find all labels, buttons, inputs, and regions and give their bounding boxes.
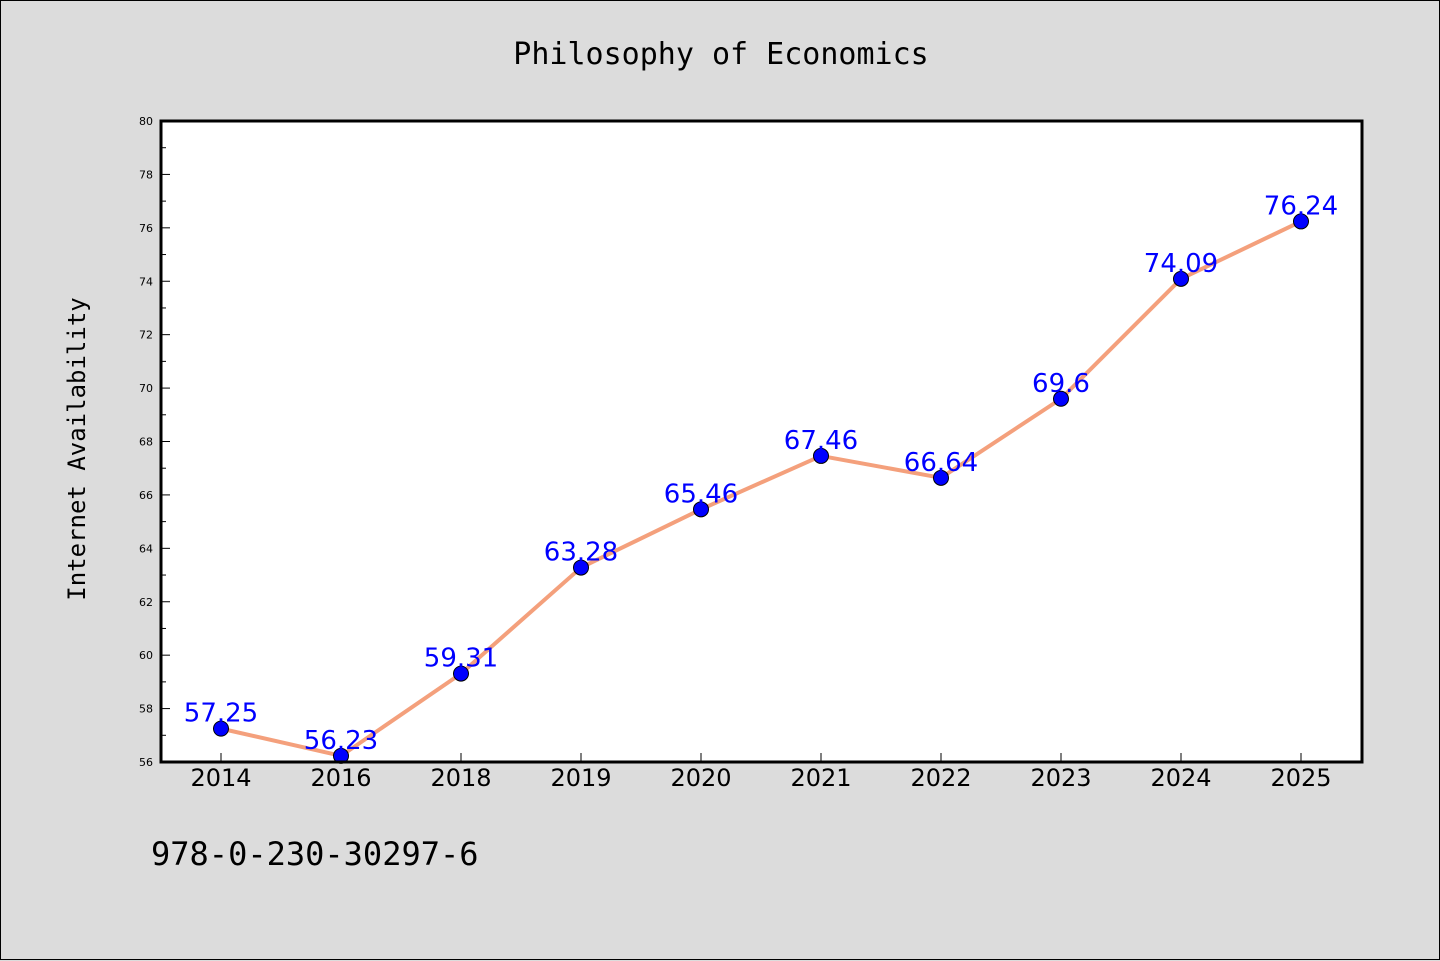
x-tick-label: 2016 [310, 764, 371, 792]
x-tick-label: 2020 [670, 764, 731, 792]
data-label: 59.31 [424, 644, 498, 674]
data-labels: 57.25 56.23 59.31 63.28 65.46 67.46 66.64 69.6 7… [184, 191, 1338, 755]
x-tick-label: 2025 [1270, 764, 1331, 792]
x-tick-label: 2018 [430, 764, 491, 792]
y-tick-label: 62 [139, 596, 153, 609]
plot-frame [159, 119, 1364, 764]
x-tick-label: 2014 [190, 764, 251, 792]
y-tick-label: 74 [139, 275, 153, 288]
y-tick-label: 58 [139, 703, 153, 716]
data-label: 67.46 [784, 426, 858, 456]
data-label: 69.6 [1032, 369, 1090, 399]
y-tick-label: 80 [139, 115, 153, 128]
data-point [813, 447, 829, 464]
data-point [933, 469, 949, 486]
y-tick-label: 68 [139, 436, 153, 449]
data-label: 65.46 [664, 479, 738, 509]
y-tick-label: 78 [139, 168, 153, 181]
data-label: 74.09 [1144, 249, 1218, 279]
data-label: 56.23 [304, 726, 378, 756]
y-tick-label: 56 [139, 756, 153, 769]
y-tick-label: 64 [139, 542, 153, 555]
series-line [220, 219, 1302, 758]
data-point [1053, 390, 1069, 407]
plot-area [161, 121, 1362, 762]
y-tick-label: 66 [139, 489, 153, 502]
data-point [213, 720, 229, 737]
data-point [1293, 213, 1309, 230]
isbn-text: 978-0-230-30297-6 [151, 835, 479, 873]
y-tick-label: 76 [139, 222, 153, 235]
x-tick-label: 2021 [790, 764, 851, 792]
data-label: 63.28 [544, 538, 618, 568]
x-tick-label: 2023 [1030, 764, 1091, 792]
data-point [1173, 270, 1189, 287]
data-label: 76.24 [1264, 191, 1338, 221]
x-tick-label: 2019 [550, 764, 611, 792]
x-tick-label: 2024 [1150, 764, 1211, 792]
data-label: 66.64 [904, 448, 978, 478]
data-point [573, 559, 589, 576]
x-axis: 2014 2016 2018 2019 2020 2021 2022 2023 2024 2025 [190, 753, 1332, 792]
x-tick-label: 2022 [910, 764, 971, 792]
data-point [693, 501, 709, 518]
y-tick-label: 70 [139, 382, 153, 395]
y-axis-label: Internet Availability [63, 297, 91, 600]
y-axis: 56 58 60 62 64 66 68 70 72 74 76 78 80 [139, 115, 170, 769]
y-tick-label: 72 [139, 329, 153, 342]
data-markers [213, 213, 1309, 764]
data-point [453, 665, 469, 682]
data-label: 57.25 [184, 699, 258, 729]
chart-title: Philosophy of Economics [513, 37, 928, 72]
y-tick-label: 60 [139, 649, 153, 662]
